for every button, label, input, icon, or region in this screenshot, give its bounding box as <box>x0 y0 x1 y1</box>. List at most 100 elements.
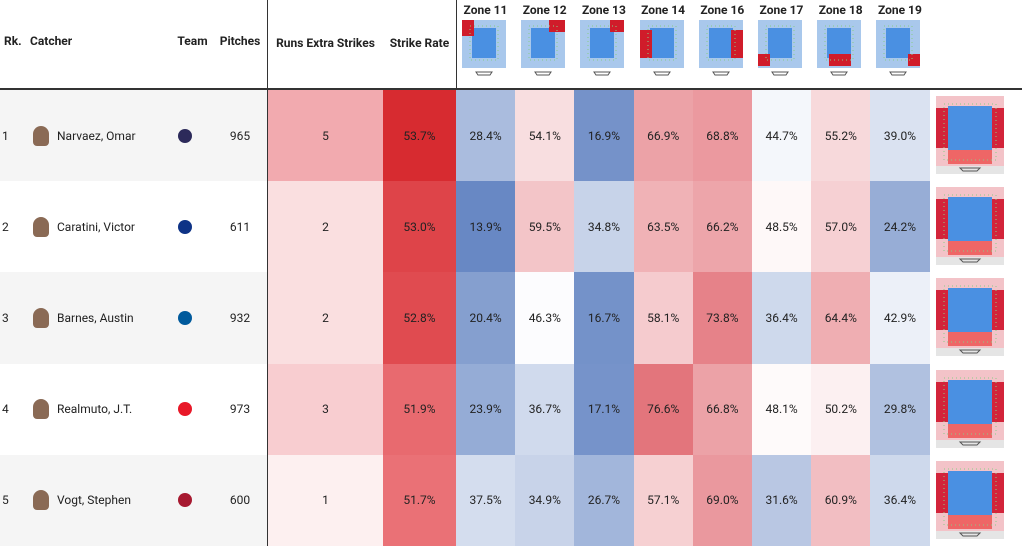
header: Runs Extra Strikes <box>276 36 375 50</box>
zone-rate: 57.1% <box>633 454 693 546</box>
zone-rate: 48.5% <box>752 181 812 273</box>
zone-icon <box>580 20 626 78</box>
pitches: 973 <box>229 402 251 417</box>
zone-rate: 63.5% <box>633 181 693 273</box>
zone-icon <box>698 20 745 78</box>
zone-rate: 68.8% <box>692 90 752 182</box>
catcher-name: Realmuto, J.T. <box>57 402 133 417</box>
runs-extra-strikes: 3 <box>268 363 383 455</box>
zone-rate: 60.9% <box>811 454 871 546</box>
team-logo <box>178 402 192 417</box>
header: Strike Rate <box>389 36 450 50</box>
catcher-name: Barnes, Austin <box>57 310 134 325</box>
zone-rate: 66.8% <box>692 363 752 455</box>
header: Zone 17 <box>759 3 804 17</box>
zone-icon <box>758 20 804 78</box>
header: Catcher <box>30 34 73 48</box>
strike-rate: 51.7% <box>383 454 456 546</box>
header: Pitches <box>219 34 261 48</box>
header: Rk. <box>4 34 22 48</box>
team-logo <box>178 128 192 143</box>
zone-heatmap <box>936 187 1006 266</box>
headshot <box>33 399 49 420</box>
zone-rate: 39.0% <box>870 90 930 182</box>
header: Team <box>177 34 208 48</box>
zone-rate: 36.7% <box>515 363 575 455</box>
zone-rate: 16.9% <box>574 90 634 182</box>
zone-rate: 13.9% <box>456 181 516 273</box>
zone-icon <box>521 20 567 78</box>
zone-rate: 66.9% <box>633 90 693 182</box>
zone-rate: 57.0% <box>811 181 871 273</box>
zone-rate: 48.1% <box>752 363 812 455</box>
strike-rate: 53.7% <box>383 90 456 182</box>
pitches: 611 <box>229 219 251 234</box>
strike-rate: 51.9% <box>383 363 456 455</box>
zone-rate: 36.4% <box>870 454 930 546</box>
strike-rate: 52.8% <box>383 272 456 364</box>
pitches: 965 <box>229 128 251 143</box>
rank: 5 <box>2 493 9 508</box>
team-logo <box>178 311 192 325</box>
zone-rate: 37.5% <box>456 454 516 546</box>
zone-rate: 36.4% <box>752 272 812 364</box>
headshot <box>33 490 49 511</box>
header: Zone 14 <box>641 3 686 17</box>
header-rule <box>0 88 1022 90</box>
zone-rate: 34.8% <box>574 181 634 273</box>
zone-rate: 73.8% <box>692 272 752 364</box>
header: Zone 13 <box>581 3 626 17</box>
zone-icon <box>639 20 686 78</box>
rank: 2 <box>2 219 9 234</box>
headshot <box>33 216 49 237</box>
zone-heatmap <box>936 460 1006 540</box>
zone-rate: 34.9% <box>515 454 575 546</box>
header: Zone 12 <box>522 3 567 17</box>
zone-heatmap <box>936 369 1006 449</box>
zone-rate: 26.7% <box>574 454 634 546</box>
pitches: 932 <box>229 310 251 325</box>
headshot <box>33 125 49 146</box>
zone-rate: 44.7% <box>752 90 812 182</box>
zone-rate: 64.4% <box>811 272 871 364</box>
zone-icon <box>462 20 508 78</box>
rank: 4 <box>2 402 9 417</box>
zone-rate: 29.8% <box>870 363 930 455</box>
zone-heatmap <box>936 278 1006 357</box>
team-logo <box>178 493 192 508</box>
zone-icon <box>876 20 922 78</box>
pitches: 600 <box>229 493 251 508</box>
zone-rate: 20.4% <box>456 272 516 364</box>
header: Zone 18 <box>818 3 863 17</box>
zone-rate: 66.2% <box>692 181 752 273</box>
zone-rate: 31.6% <box>752 454 812 546</box>
header: Zone 11 <box>463 3 508 17</box>
zone-rate: 58.1% <box>633 272 693 364</box>
zone-rate: 46.3% <box>515 272 575 364</box>
headshot <box>33 308 49 328</box>
zone-rate: 55.2% <box>811 90 871 182</box>
divider <box>267 0 268 546</box>
catcher-name: Vogt, Stephen <box>57 493 131 508</box>
zone-rate: 54.1% <box>515 90 575 182</box>
zone-rate: 23.9% <box>456 363 516 455</box>
rank: 3 <box>2 310 9 325</box>
zone-rate: 28.4% <box>456 90 516 182</box>
zone-icon <box>817 20 863 78</box>
header: Zone 19 <box>877 3 922 17</box>
runs-extra-strikes: 2 <box>268 181 383 273</box>
catcher-name: Narvaez, Omar <box>57 128 136 143</box>
header: Zone 16 <box>700 3 745 17</box>
zone-rate: 69.0% <box>692 454 752 546</box>
catcher-name: Caratini, Victor <box>57 219 135 234</box>
runs-extra-strikes: 1 <box>268 454 383 546</box>
zone-rate: 76.6% <box>633 363 693 455</box>
zone-rate: 17.1% <box>574 363 634 455</box>
zone-rate: 59.5% <box>515 181 575 273</box>
runs-extra-strikes: 2 <box>268 272 383 364</box>
runs-extra-strikes: 5 <box>268 90 383 182</box>
zone-rate: 42.9% <box>870 272 930 364</box>
zone-rate: 50.2% <box>811 363 871 455</box>
team-logo <box>178 219 192 234</box>
